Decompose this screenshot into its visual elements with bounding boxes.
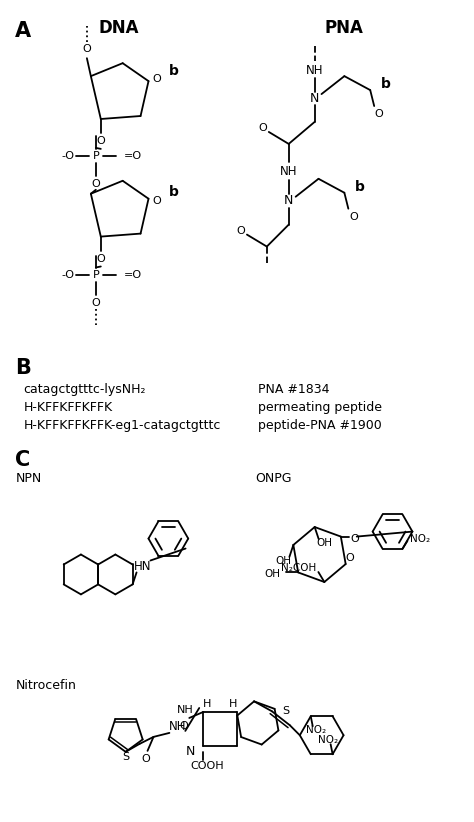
Text: DNA: DNA <box>99 20 139 37</box>
Text: S: S <box>282 706 289 716</box>
Text: O: O <box>237 225 246 236</box>
Text: O: O <box>153 196 161 206</box>
Text: H-KFFKFFKFFK-eg1-catagctgtttc: H-KFFKFFKFFK-eg1-catagctgtttc <box>23 419 220 432</box>
Text: -O: -O <box>61 151 74 161</box>
Text: Nitrocefin: Nitrocefin <box>15 679 76 692</box>
Text: N: N <box>186 746 195 759</box>
Text: H: H <box>229 699 237 709</box>
Text: NO₂: NO₂ <box>306 725 326 735</box>
Text: S: S <box>122 752 129 762</box>
Text: NO₂: NO₂ <box>318 735 337 746</box>
Text: peptide-PNA #1900: peptide-PNA #1900 <box>258 419 382 432</box>
Text: b: b <box>168 185 178 199</box>
Text: PNA #1834: PNA #1834 <box>258 383 329 396</box>
Text: b: b <box>168 64 178 78</box>
Text: OH: OH <box>275 556 292 566</box>
Text: O: O <box>349 211 358 222</box>
Text: O: O <box>153 74 161 84</box>
Text: O: O <box>141 754 150 764</box>
Text: b: b <box>381 77 391 91</box>
Text: COOH: COOH <box>191 761 224 771</box>
Text: OH: OH <box>264 570 280 580</box>
Text: O: O <box>258 123 267 133</box>
Text: b: b <box>356 180 365 194</box>
Text: =O: =O <box>124 270 142 280</box>
Text: NH: NH <box>169 720 186 733</box>
Text: HN: HN <box>134 560 151 573</box>
Text: P: P <box>92 270 99 280</box>
Text: O: O <box>179 721 188 731</box>
Text: O: O <box>96 253 105 264</box>
Text: O: O <box>82 44 91 54</box>
Text: ONPG: ONPG <box>255 472 292 485</box>
Text: H: H <box>203 699 211 709</box>
Text: N₂COH: N₂COH <box>281 563 316 573</box>
Text: O: O <box>91 178 100 189</box>
Text: NH: NH <box>280 165 298 178</box>
Text: NH: NH <box>306 63 323 76</box>
Text: O: O <box>345 553 354 563</box>
Text: B: B <box>15 358 31 378</box>
Text: O: O <box>375 109 383 119</box>
Text: permeating peptide: permeating peptide <box>258 401 382 414</box>
Text: O: O <box>96 136 105 146</box>
Text: O: O <box>91 298 100 308</box>
Text: -O: -O <box>61 270 74 280</box>
Text: OH: OH <box>317 538 333 548</box>
Text: N: N <box>310 91 319 104</box>
Text: NPN: NPN <box>15 472 42 485</box>
Text: A: A <box>15 21 31 41</box>
Text: H-KFFKFFKFFK: H-KFFKFFKFFK <box>23 401 112 414</box>
Text: C: C <box>15 450 30 470</box>
Text: PNA: PNA <box>325 20 364 37</box>
Text: NH: NH <box>176 705 193 715</box>
Text: catagctgtttc-lysNH₂: catagctgtttc-lysNH₂ <box>23 383 146 396</box>
Text: =O: =O <box>124 151 142 161</box>
Text: O: O <box>351 533 359 543</box>
Text: P: P <box>92 151 99 161</box>
Text: N: N <box>284 194 293 207</box>
Text: NO₂: NO₂ <box>410 533 430 544</box>
